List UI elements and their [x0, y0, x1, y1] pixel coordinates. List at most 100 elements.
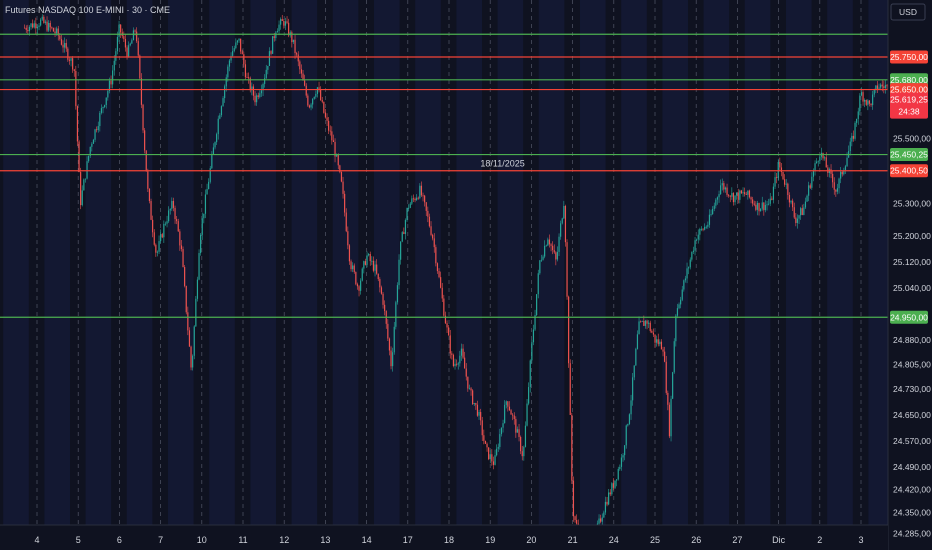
candle-body	[697, 234, 699, 240]
candle-body	[24, 27, 26, 29]
candle-body	[758, 202, 760, 212]
candle-body	[256, 95, 258, 103]
candle-body	[419, 185, 421, 199]
candle-body	[540, 259, 543, 261]
candle-body	[472, 390, 474, 405]
candle-body	[692, 250, 695, 252]
candle-body	[312, 98, 314, 105]
candle-body	[665, 361, 667, 393]
candle-body	[433, 238, 435, 248]
candle-body	[659, 341, 661, 345]
candle-body	[523, 446, 525, 457]
candle-body	[67, 48, 69, 60]
candle-body	[318, 87, 320, 90]
session-band	[44, 0, 70, 525]
horizontal-levels[interactable]	[0, 33, 888, 318]
candle-body	[403, 232, 405, 234]
candle-body	[198, 253, 200, 280]
candle-body	[676, 308, 679, 316]
level-price-label: 25.400,50	[890, 166, 928, 176]
candle-body	[336, 154, 338, 157]
candle-body	[556, 251, 559, 260]
candle-body	[832, 173, 834, 183]
candle-body	[664, 351, 666, 362]
candle-body	[564, 205, 567, 243]
candle-body	[857, 111, 859, 119]
countdown-label: 24:38	[898, 107, 920, 117]
candle-body	[731, 193, 733, 197]
candle-body	[788, 195, 791, 203]
candle-body	[369, 254, 371, 262]
candle-body	[161, 234, 163, 238]
candle-body	[81, 190, 83, 206]
candle-body	[236, 40, 239, 43]
candle-body	[512, 414, 514, 416]
time-tick-label: 11	[238, 535, 247, 545]
candle-body	[243, 54, 245, 65]
currency-box[interactable]: USD	[890, 3, 926, 21]
candle-body	[726, 187, 728, 195]
candle-body	[798, 215, 800, 219]
price-tick-label: 25.500,00	[893, 133, 931, 143]
candle-body	[657, 339, 659, 345]
candle-body	[865, 99, 867, 105]
candle-body	[491, 454, 493, 462]
candle-body	[481, 420, 483, 436]
candle-body	[776, 177, 778, 178]
time-tick-label: 19	[485, 535, 495, 545]
candle-body	[281, 19, 283, 21]
candle-body	[390, 350, 392, 367]
candle-body	[504, 404, 506, 424]
candle-body	[169, 208, 171, 211]
time-tick-label: 13	[320, 535, 330, 545]
candle-body	[259, 93, 261, 98]
candle-body	[792, 200, 794, 208]
candle-body	[500, 427, 503, 435]
candle-body	[328, 120, 330, 131]
candle-body	[568, 296, 570, 364]
session-band	[497, 0, 524, 525]
candle-body	[374, 264, 376, 271]
candle-body	[459, 355, 461, 364]
candle-body	[185, 285, 187, 313]
candle-body	[441, 287, 443, 299]
candle-body	[292, 39, 295, 43]
candle-body	[736, 192, 738, 196]
candle-body	[238, 38, 240, 41]
candle-body	[572, 480, 575, 517]
candle-body	[353, 265, 355, 273]
candle-body	[750, 197, 752, 200]
time-axis[interactable]: 4 5 6 7 10 11 12 13 14 17 18 19 20 21 24 25 26 27 Dic 2 3	[0, 524, 888, 550]
candle-body	[148, 188, 151, 202]
candle-body	[356, 284, 359, 287]
candle-body	[131, 40, 133, 44]
candle-body	[686, 268, 688, 279]
candle-body	[41, 16, 43, 20]
candle-body	[838, 178, 840, 189]
candle-body	[132, 30, 135, 41]
candle-body	[462, 348, 464, 358]
candle-body	[180, 245, 183, 250]
candle-body	[190, 346, 192, 368]
candle-body	[502, 423, 504, 428]
candles	[24, 14, 895, 550]
candle-body	[409, 203, 411, 208]
candle-body	[174, 207, 176, 220]
candle-body	[728, 194, 730, 196]
candle-body	[763, 202, 765, 211]
symbol-title[interactable]: Futures NASDAQ 100 E-MINI · 30 · CME	[5, 5, 170, 15]
candle-body	[414, 198, 416, 201]
candle-body	[307, 95, 309, 106]
candle-body	[363, 261, 365, 269]
candle-body	[184, 267, 186, 286]
session-band	[168, 0, 194, 525]
candle-body	[200, 234, 202, 254]
candle-body	[723, 183, 725, 190]
candle-body	[675, 315, 677, 342]
candle-body	[473, 402, 475, 405]
candle-body	[62, 44, 64, 48]
candle-body	[345, 212, 347, 232]
candle-body	[97, 126, 99, 130]
